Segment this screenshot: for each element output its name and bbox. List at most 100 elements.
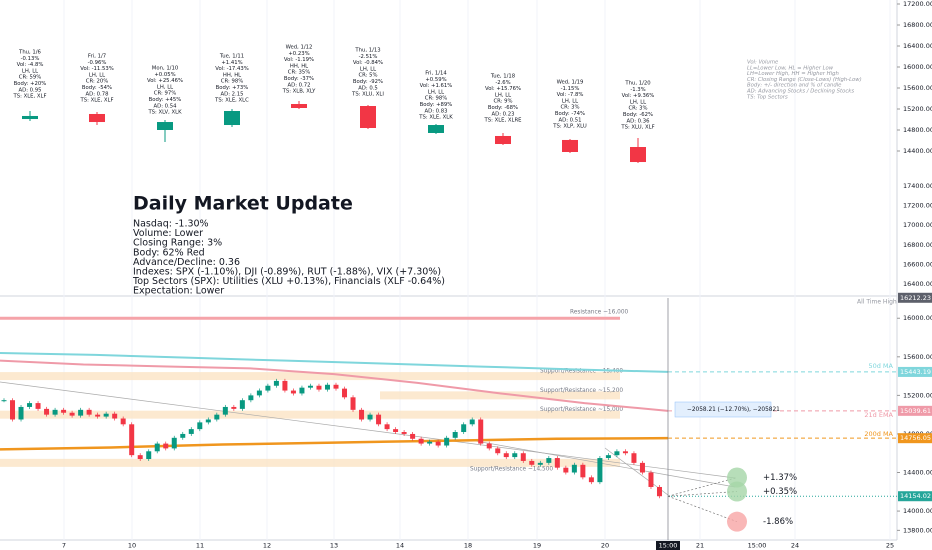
y-tick-label: 15600.00 [903, 353, 932, 361]
day-stat: Mon, 1/10 [152, 66, 179, 72]
support-band [0, 372, 620, 381]
x-tick-label: 18 [464, 542, 472, 550]
day-stat: LH, LL [360, 66, 376, 72]
y-tick-label: 13800.00 [903, 526, 932, 534]
x-tick-label: 20 [601, 542, 609, 550]
candle [222, 406, 228, 415]
day-stat: AD: 0.51 [559, 117, 582, 123]
ma-line [0, 351, 669, 373]
candle-body [291, 104, 307, 109]
price-tag-label: 16212.23 [900, 294, 931, 302]
day-stat: +0.23% [288, 51, 309, 57]
day-stat: Fri, 1/14 [425, 71, 447, 77]
day-stat: TS: XLE, XLF [80, 98, 114, 104]
day-stat: Body: -68% [488, 105, 518, 111]
day-stat: AD: 0.78 [86, 91, 110, 97]
x-tick-label: 15:00 [659, 542, 678, 550]
measure-box [674, 401, 772, 418]
day-stat: +0.05% [154, 72, 175, 78]
day-stat: LH, LL [495, 92, 511, 98]
day-stat: CR: 98% [221, 79, 243, 85]
candle [427, 441, 433, 444]
candle [648, 472, 654, 487]
day-stat: AD: 0.36 [627, 118, 651, 124]
candle [256, 390, 262, 396]
day-stat: LH, LL [630, 99, 646, 105]
candle [520, 453, 526, 461]
candle [188, 429, 194, 434]
candle [554, 458, 560, 468]
projection-label: +1.37% [763, 473, 797, 483]
day-stat: AD: 0.54 [154, 103, 178, 109]
candle [359, 409, 365, 420]
candle-body [495, 135, 511, 145]
trend [469, 439, 736, 488]
update-line: Advance/Decline: 0.36 [133, 257, 240, 268]
candle [376, 414, 382, 425]
candle [95, 414, 101, 417]
day-stat: Vol: -4.8% [17, 62, 44, 68]
candle [333, 384, 339, 389]
y-tick-label: 14800.00 [903, 126, 932, 134]
price-tag-label: 15443.19 [900, 368, 931, 376]
update-line: Body: 62% Red [133, 247, 205, 258]
day-stat: Tue, 1/18 [490, 74, 516, 80]
candle [605, 455, 611, 459]
candle [282, 380, 288, 391]
candle-body [22, 115, 38, 120]
day-stat: TS: XLV, XLK [147, 110, 182, 116]
day-stat: LH, LL [562, 98, 578, 104]
update-title: Daily Market Update [133, 193, 353, 215]
day-stat: TS: XLB, XLY [282, 89, 317, 95]
day-stat: Body: -54% [82, 85, 112, 91]
candle [129, 424, 135, 456]
x-tick-label: 19 [533, 542, 541, 550]
day-stat: AD: 0.72 [288, 82, 311, 88]
candle [86, 409, 92, 415]
candle [588, 477, 594, 483]
candle-body [630, 147, 646, 163]
day-stat: LH, LL [22, 68, 38, 74]
candle [435, 441, 441, 446]
cursor-tag [656, 541, 680, 550]
ma-name: 200d MA [864, 430, 893, 438]
candle [478, 419, 484, 444]
day-stat: TS: XLU, XLF [620, 125, 654, 131]
projection-dot [727, 481, 747, 502]
day-stat: +0.59% [425, 77, 446, 83]
candle [273, 380, 279, 386]
price-tag [898, 405, 932, 416]
day-stat: Body: +20% [14, 81, 47, 87]
trend [0, 381, 736, 479]
candle [27, 403, 33, 407]
y-tick-label: 16600.00 [903, 260, 932, 268]
candle [205, 419, 211, 423]
update-line: Top Sectors (SPX): Utilities (XLU +0.13%… [132, 276, 445, 287]
candle [486, 443, 492, 449]
projection-label: +0.35% [763, 487, 797, 497]
x-tick-label: 11 [196, 542, 204, 550]
x-tick-label: 24 [791, 542, 799, 550]
legend-note: AD: Advancing Stocks / Declining Stocks [746, 89, 854, 95]
day-stat: Vol: -17.43% [215, 66, 249, 72]
day-stat: HH, HL [290, 63, 308, 69]
candle-body [224, 110, 240, 126]
candle [103, 413, 109, 417]
candle [35, 403, 41, 409]
day-stat: Vol: +25.46% [147, 78, 183, 84]
day-stat: Thu, 1/20 [624, 81, 651, 87]
support-band [0, 458, 620, 467]
x-tick-label: 12 [263, 542, 271, 550]
price-tag [898, 292, 932, 303]
candle [146, 451, 152, 460]
x-tick-label: 15:00 [748, 542, 767, 550]
day-stat: Body: +73% [216, 85, 249, 91]
day-stat: Body: +45% [149, 97, 182, 103]
candle [418, 438, 424, 444]
day-stat: Vol: -7.8% [557, 92, 584, 98]
y-tick-label: 14400.00 [903, 147, 932, 155]
candle [18, 406, 24, 420]
x-tick-label: 10 [128, 542, 136, 550]
y-tick-label: 17200.00 [903, 0, 932, 8]
